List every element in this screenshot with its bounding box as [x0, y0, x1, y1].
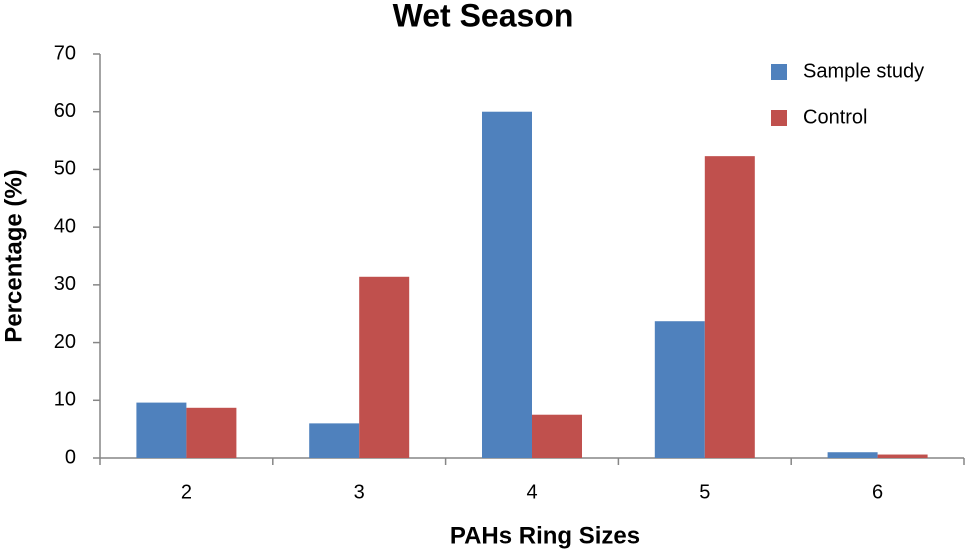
legend-label: Control	[803, 106, 867, 128]
bar	[704, 156, 755, 458]
bar	[482, 111, 532, 458]
x-tick-label: 3	[354, 481, 365, 503]
y-tick-label: 30	[54, 273, 76, 295]
x-tick-label: 6	[872, 481, 883, 503]
bar	[186, 407, 237, 458]
bar	[654, 321, 705, 458]
y-tick-label: 10	[54, 389, 76, 411]
bar	[827, 452, 878, 458]
chart-title: Wet Season	[393, 0, 574, 33]
bar	[877, 454, 928, 458]
y-tick-label: 60	[54, 100, 76, 122]
bar	[532, 414, 582, 458]
legend-swatch	[771, 110, 787, 126]
y-tick-label: 50	[54, 158, 76, 180]
bar	[136, 402, 187, 458]
legend-label: Sample study	[803, 60, 924, 82]
bar	[359, 276, 410, 458]
x-tick-label: 5	[699, 481, 710, 503]
y-tick-label: 20	[54, 331, 76, 353]
bar	[309, 423, 360, 458]
x-tick-label: 4	[526, 481, 537, 503]
legend-swatch	[771, 64, 787, 80]
y-tick-label: 70	[54, 42, 76, 64]
y-tick-label: 0	[65, 446, 76, 468]
y-axis-title: Percentage (%)	[0, 169, 27, 342]
x-tick-label: 2	[181, 481, 192, 503]
y-tick-label: 40	[54, 215, 76, 237]
x-axis-title: PAHs Ring Sizes	[450, 522, 640, 549]
